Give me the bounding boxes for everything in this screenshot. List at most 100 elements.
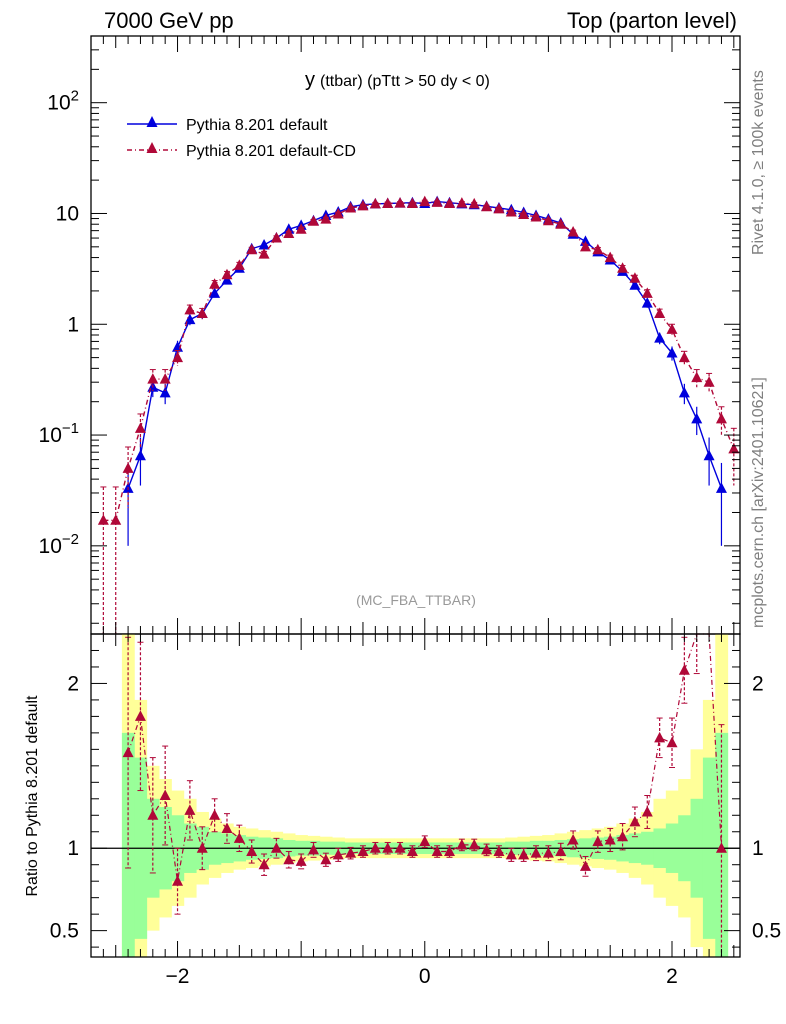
data-point-cd: [295, 223, 307, 234]
data-point-cd: [283, 227, 295, 238]
data-point-cd: [481, 200, 493, 212]
data-point-default: [159, 386, 171, 398]
data-point-cd: [703, 376, 715, 387]
data-point-cd: [617, 262, 629, 273]
data-point-cd: [555, 218, 567, 229]
analysis-watermark: (MC_FBA_TTBAR): [356, 592, 476, 608]
ratio-data-point: [369, 842, 381, 853]
data-point-default: [678, 386, 690, 398]
data-point-cd: [345, 202, 357, 213]
y-tick-label-base: 10: [47, 92, 70, 115]
y-tick-label-exp: 2: [71, 88, 79, 105]
y-tick-label: 10−2: [39, 531, 79, 558]
data-point-cd: [221, 268, 233, 280]
main-plot-data: [97, 195, 740, 634]
series-line-default: [127, 200, 723, 489]
rivet-label: Rivet 4.1.0, ≥ 100k events: [750, 70, 767, 255]
data-point-default: [703, 449, 715, 461]
data-point-default: [209, 287, 221, 298]
data-point-cd: [567, 226, 579, 237]
ratio-uncertainty-bands: [121, 634, 729, 957]
data-point-cd: [308, 215, 320, 226]
ratio-data-point: [530, 847, 542, 858]
ratio-plot-data: [122, 633, 727, 958]
ratio-data-point: [246, 845, 258, 857]
ratio-y-tick-label-right: 2: [752, 672, 764, 695]
data-point-cd: [518, 208, 530, 219]
data-point-cd: [505, 206, 517, 217]
data-point-cd: [147, 373, 159, 384]
data-point-cd: [122, 462, 134, 473]
y-tick-label: 1: [67, 313, 79, 336]
ratio-plot-panel: 0.5 0.5 1 1 2 2 −2 0 2 Ratio to Pythia 8.201 def…: [24, 633, 781, 988]
ratio-data-point: [641, 805, 653, 817]
ratio-data-point: [518, 848, 530, 860]
data-point-default: [641, 297, 653, 308]
data-point-cd: [604, 251, 616, 263]
data-point-cd: [443, 197, 455, 209]
header-left: 7000 GeV pp: [104, 8, 234, 33]
ratio-plot-ticks: 0.5 0.5 1 1 2 2 −2 0 2: [50, 634, 781, 988]
ratio-y-tick-label-right: 1: [752, 837, 764, 860]
data-point-cd: [468, 197, 480, 209]
y-tick-label-exp: −2: [62, 531, 79, 548]
data-point-cd: [394, 197, 406, 208]
ratio-data-point: [567, 833, 579, 845]
ratio-data-point: [357, 845, 369, 857]
data-point-cd: [369, 197, 381, 209]
ratio-data-point: [159, 789, 171, 800]
ratio-data-point: [270, 842, 282, 853]
ratio-data-point: [443, 845, 455, 857]
x-tick-label: −2: [166, 965, 190, 988]
ratio-data-point: [134, 710, 146, 721]
ratio-data-point: [592, 835, 604, 847]
ratio-data-point: [456, 838, 468, 850]
data-point-cd: [678, 351, 690, 363]
ratio-data-point: [654, 731, 666, 743]
header-right: Top (parton level): [567, 8, 737, 33]
y-tick-label-base: 10: [39, 535, 62, 558]
ratio-y-tick-label-left: 1: [67, 837, 79, 860]
y-tick-label: 102: [47, 88, 79, 115]
legend: Pythia 8.201 default Pythia 8.201 defaul…: [127, 116, 356, 160]
y-tick-label: 10: [56, 202, 79, 225]
mcplots-label: mcplots.cern.ch [arXiv:2401.10621]: [750, 377, 767, 628]
plot-title: y (ttbar) (pTtt > 50 dy < 0): [305, 69, 490, 91]
ratio-y-tick-label-right: 0.5: [752, 920, 781, 943]
ratio-data-point: [196, 842, 208, 853]
ratio-data-point: [419, 835, 431, 847]
data-point-default: [258, 238, 270, 250]
data-point-cd: [320, 213, 332, 224]
data-point-cd: [172, 351, 184, 363]
ratio-data-point: [468, 838, 480, 850]
ratio-data-point: [617, 830, 629, 842]
data-point-cd: [456, 197, 468, 208]
data-point-default: [654, 332, 666, 343]
ratio-data-point: [493, 845, 505, 857]
y-tick-label: 10−1: [39, 420, 79, 447]
legend-marker-default: [146, 116, 158, 127]
ratio-data-point: [394, 842, 406, 853]
data-point-default: [221, 274, 233, 285]
data-point-cd: [382, 197, 394, 209]
ratio-data-point: [209, 809, 221, 820]
data-point-cd: [97, 514, 109, 525]
data-point-cd: [592, 243, 604, 255]
plot-title-sub: (ttbar) (pTtt > 50 dy < 0): [320, 73, 490, 90]
ratio-y-axis-label: Ratio to Pythia 8.201 default: [24, 695, 41, 897]
data-point-cd: [728, 442, 740, 454]
data-point-cd: [493, 202, 505, 214]
ratio-data-point: [172, 875, 184, 886]
ratio-y-tick-label-left: 0.5: [50, 920, 79, 943]
ratio-data-point: [283, 853, 295, 865]
ratio-data-point: [542, 847, 554, 858]
legend-label-default: Pythia 8.201 default: [186, 117, 328, 134]
data-point-cd: [332, 207, 344, 219]
ratio-data-point: [678, 664, 690, 675]
data-point-default: [666, 347, 678, 358]
ratio-y-tick-label-left: 2: [67, 672, 79, 695]
ratio-data-point: [320, 853, 332, 865]
